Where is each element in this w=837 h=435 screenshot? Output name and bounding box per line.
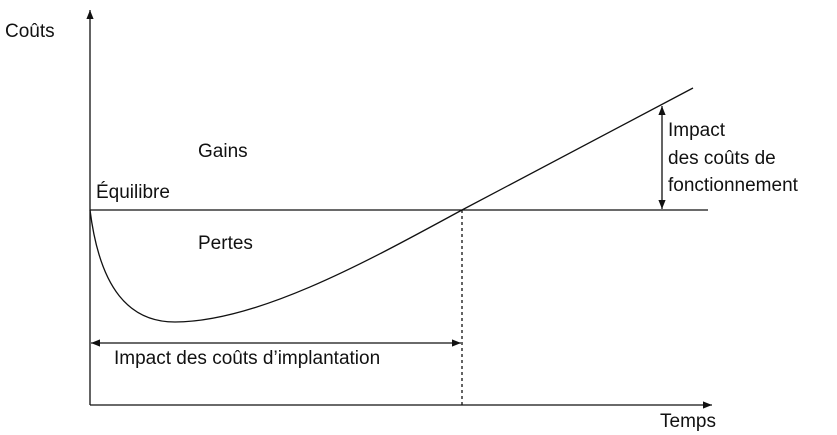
cost-curve xyxy=(89,87,694,323)
equilibrium-label: Équilibre xyxy=(96,182,170,203)
operating-label: fonctionnement xyxy=(668,175,799,196)
implementation-label: Impact des coûts d’implantation xyxy=(114,348,380,369)
operating-label: Impact xyxy=(668,120,726,141)
losses-label: Pertes xyxy=(198,233,253,254)
gains-label: Gains xyxy=(198,141,248,162)
operating-label: des coûts de xyxy=(668,148,776,169)
x-label: Temps xyxy=(660,411,716,432)
y-label: Coûts xyxy=(5,21,55,42)
